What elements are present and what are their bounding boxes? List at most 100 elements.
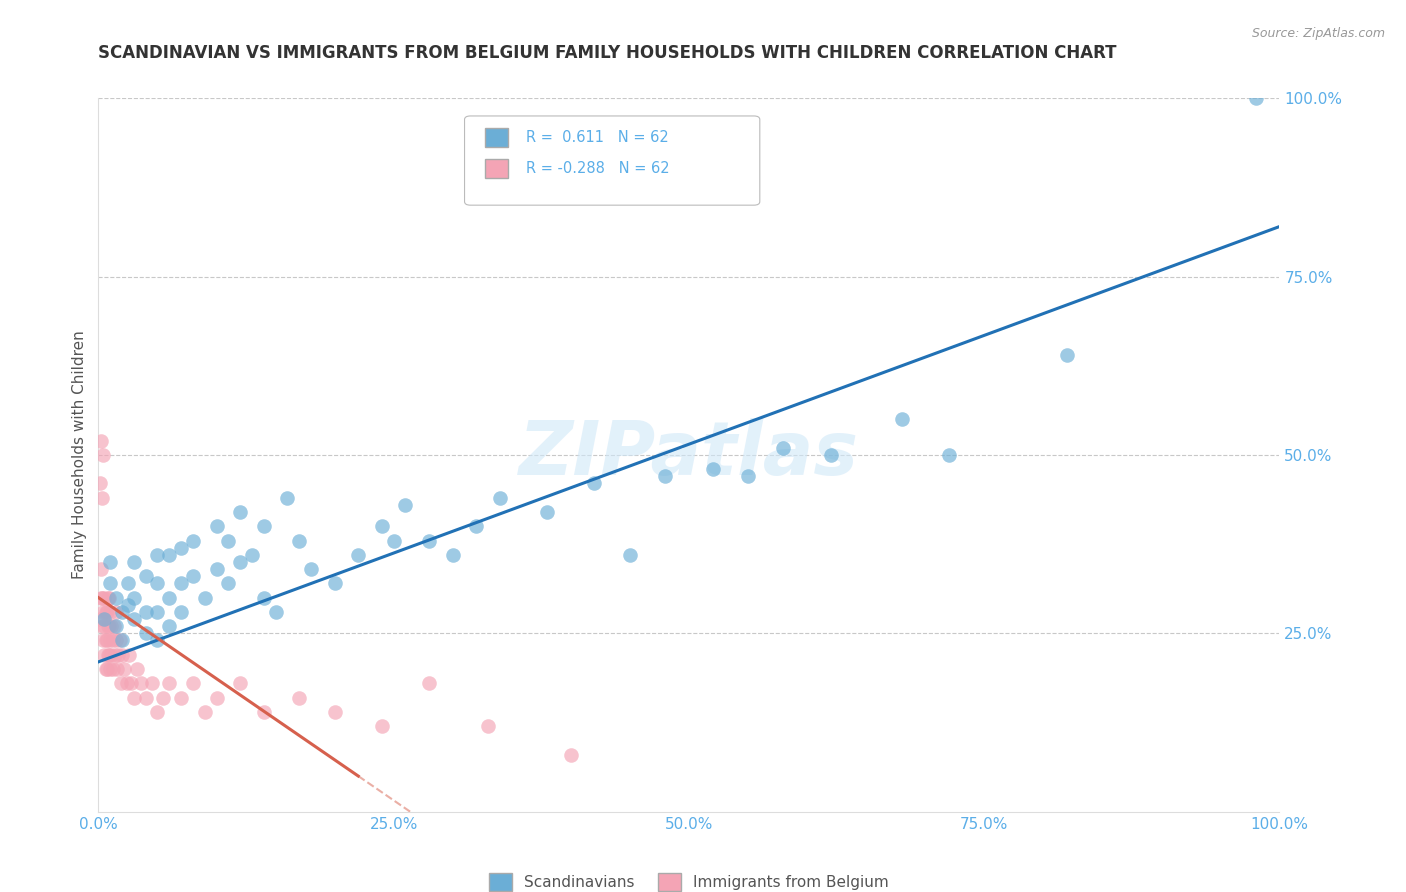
Point — [276, 491, 298, 505]
Point — [98, 555, 121, 569]
Point — [91, 633, 114, 648]
Point — [93, 612, 115, 626]
Point — [441, 548, 464, 562]
Point — [702, 462, 724, 476]
Point — [129, 676, 152, 690]
Point — [105, 605, 128, 619]
Point — [737, 469, 759, 483]
Point — [146, 605, 169, 619]
Point — [111, 648, 134, 662]
Point — [90, 562, 112, 576]
Point — [194, 591, 217, 605]
Point — [90, 591, 112, 605]
Point — [536, 505, 558, 519]
Point — [93, 619, 115, 633]
Point — [560, 747, 582, 762]
Point — [181, 676, 204, 690]
Point — [152, 690, 174, 705]
Point — [104, 648, 127, 662]
Point — [619, 548, 641, 562]
Point — [98, 605, 121, 619]
Point — [122, 555, 145, 569]
Point — [264, 605, 287, 619]
Point — [97, 591, 120, 605]
Point — [205, 562, 228, 576]
FancyBboxPatch shape — [464, 116, 759, 205]
Point — [323, 705, 346, 719]
Point — [194, 705, 217, 719]
Point — [101, 662, 124, 676]
Point — [91, 605, 114, 619]
Legend: Scandinavians, Immigrants from Belgium: Scandinavians, Immigrants from Belgium — [484, 867, 894, 892]
Point — [121, 676, 143, 690]
Point — [112, 662, 135, 676]
Point — [91, 591, 114, 605]
Point — [1056, 348, 1078, 362]
Point — [89, 612, 111, 626]
Point — [253, 705, 276, 719]
Point — [157, 548, 180, 562]
Point — [253, 591, 276, 605]
Point — [105, 619, 128, 633]
Point — [157, 676, 180, 690]
Point — [108, 633, 131, 648]
Point — [170, 576, 193, 591]
Point — [122, 612, 145, 626]
Point — [98, 648, 121, 662]
FancyBboxPatch shape — [485, 128, 508, 146]
Point — [135, 569, 157, 583]
Point — [371, 519, 394, 533]
Point — [820, 448, 842, 462]
Point — [98, 591, 121, 605]
Point — [217, 533, 239, 548]
Point — [418, 676, 440, 690]
Point — [111, 605, 134, 619]
Point — [122, 690, 145, 705]
Point — [98, 662, 121, 676]
Point — [115, 676, 138, 690]
Point — [93, 648, 115, 662]
Point — [110, 676, 132, 690]
Point — [117, 576, 139, 591]
Point — [90, 434, 112, 448]
Point — [583, 476, 606, 491]
Point — [1244, 91, 1267, 105]
Point — [101, 633, 124, 648]
Point — [146, 576, 169, 591]
Point — [96, 662, 118, 676]
Text: R =  0.611   N = 62: R = 0.611 N = 62 — [526, 130, 669, 145]
Point — [288, 690, 311, 705]
Point — [217, 576, 239, 591]
Point — [105, 633, 128, 648]
Point — [181, 569, 204, 583]
Point — [938, 448, 960, 462]
Point — [299, 562, 322, 576]
Point — [98, 633, 121, 648]
Point — [91, 491, 114, 505]
Point — [135, 690, 157, 705]
Point — [118, 648, 141, 662]
Point — [91, 448, 114, 462]
Point — [107, 648, 129, 662]
Point — [141, 676, 163, 690]
Point — [253, 519, 276, 533]
Point — [122, 591, 145, 605]
Point — [146, 548, 169, 562]
Point — [890, 412, 912, 426]
Point — [94, 662, 117, 676]
Point — [100, 648, 122, 662]
Point — [98, 619, 121, 633]
Point — [97, 619, 120, 633]
Point — [418, 533, 440, 548]
Point — [100, 619, 122, 633]
Point — [97, 648, 120, 662]
Point — [105, 662, 128, 676]
Point — [135, 605, 157, 619]
Point — [170, 690, 193, 705]
Point — [205, 519, 228, 533]
Text: R = -0.288   N = 62: R = -0.288 N = 62 — [526, 161, 669, 177]
Point — [105, 591, 128, 605]
Point — [371, 719, 394, 733]
Point — [477, 719, 499, 733]
Point — [96, 633, 118, 648]
